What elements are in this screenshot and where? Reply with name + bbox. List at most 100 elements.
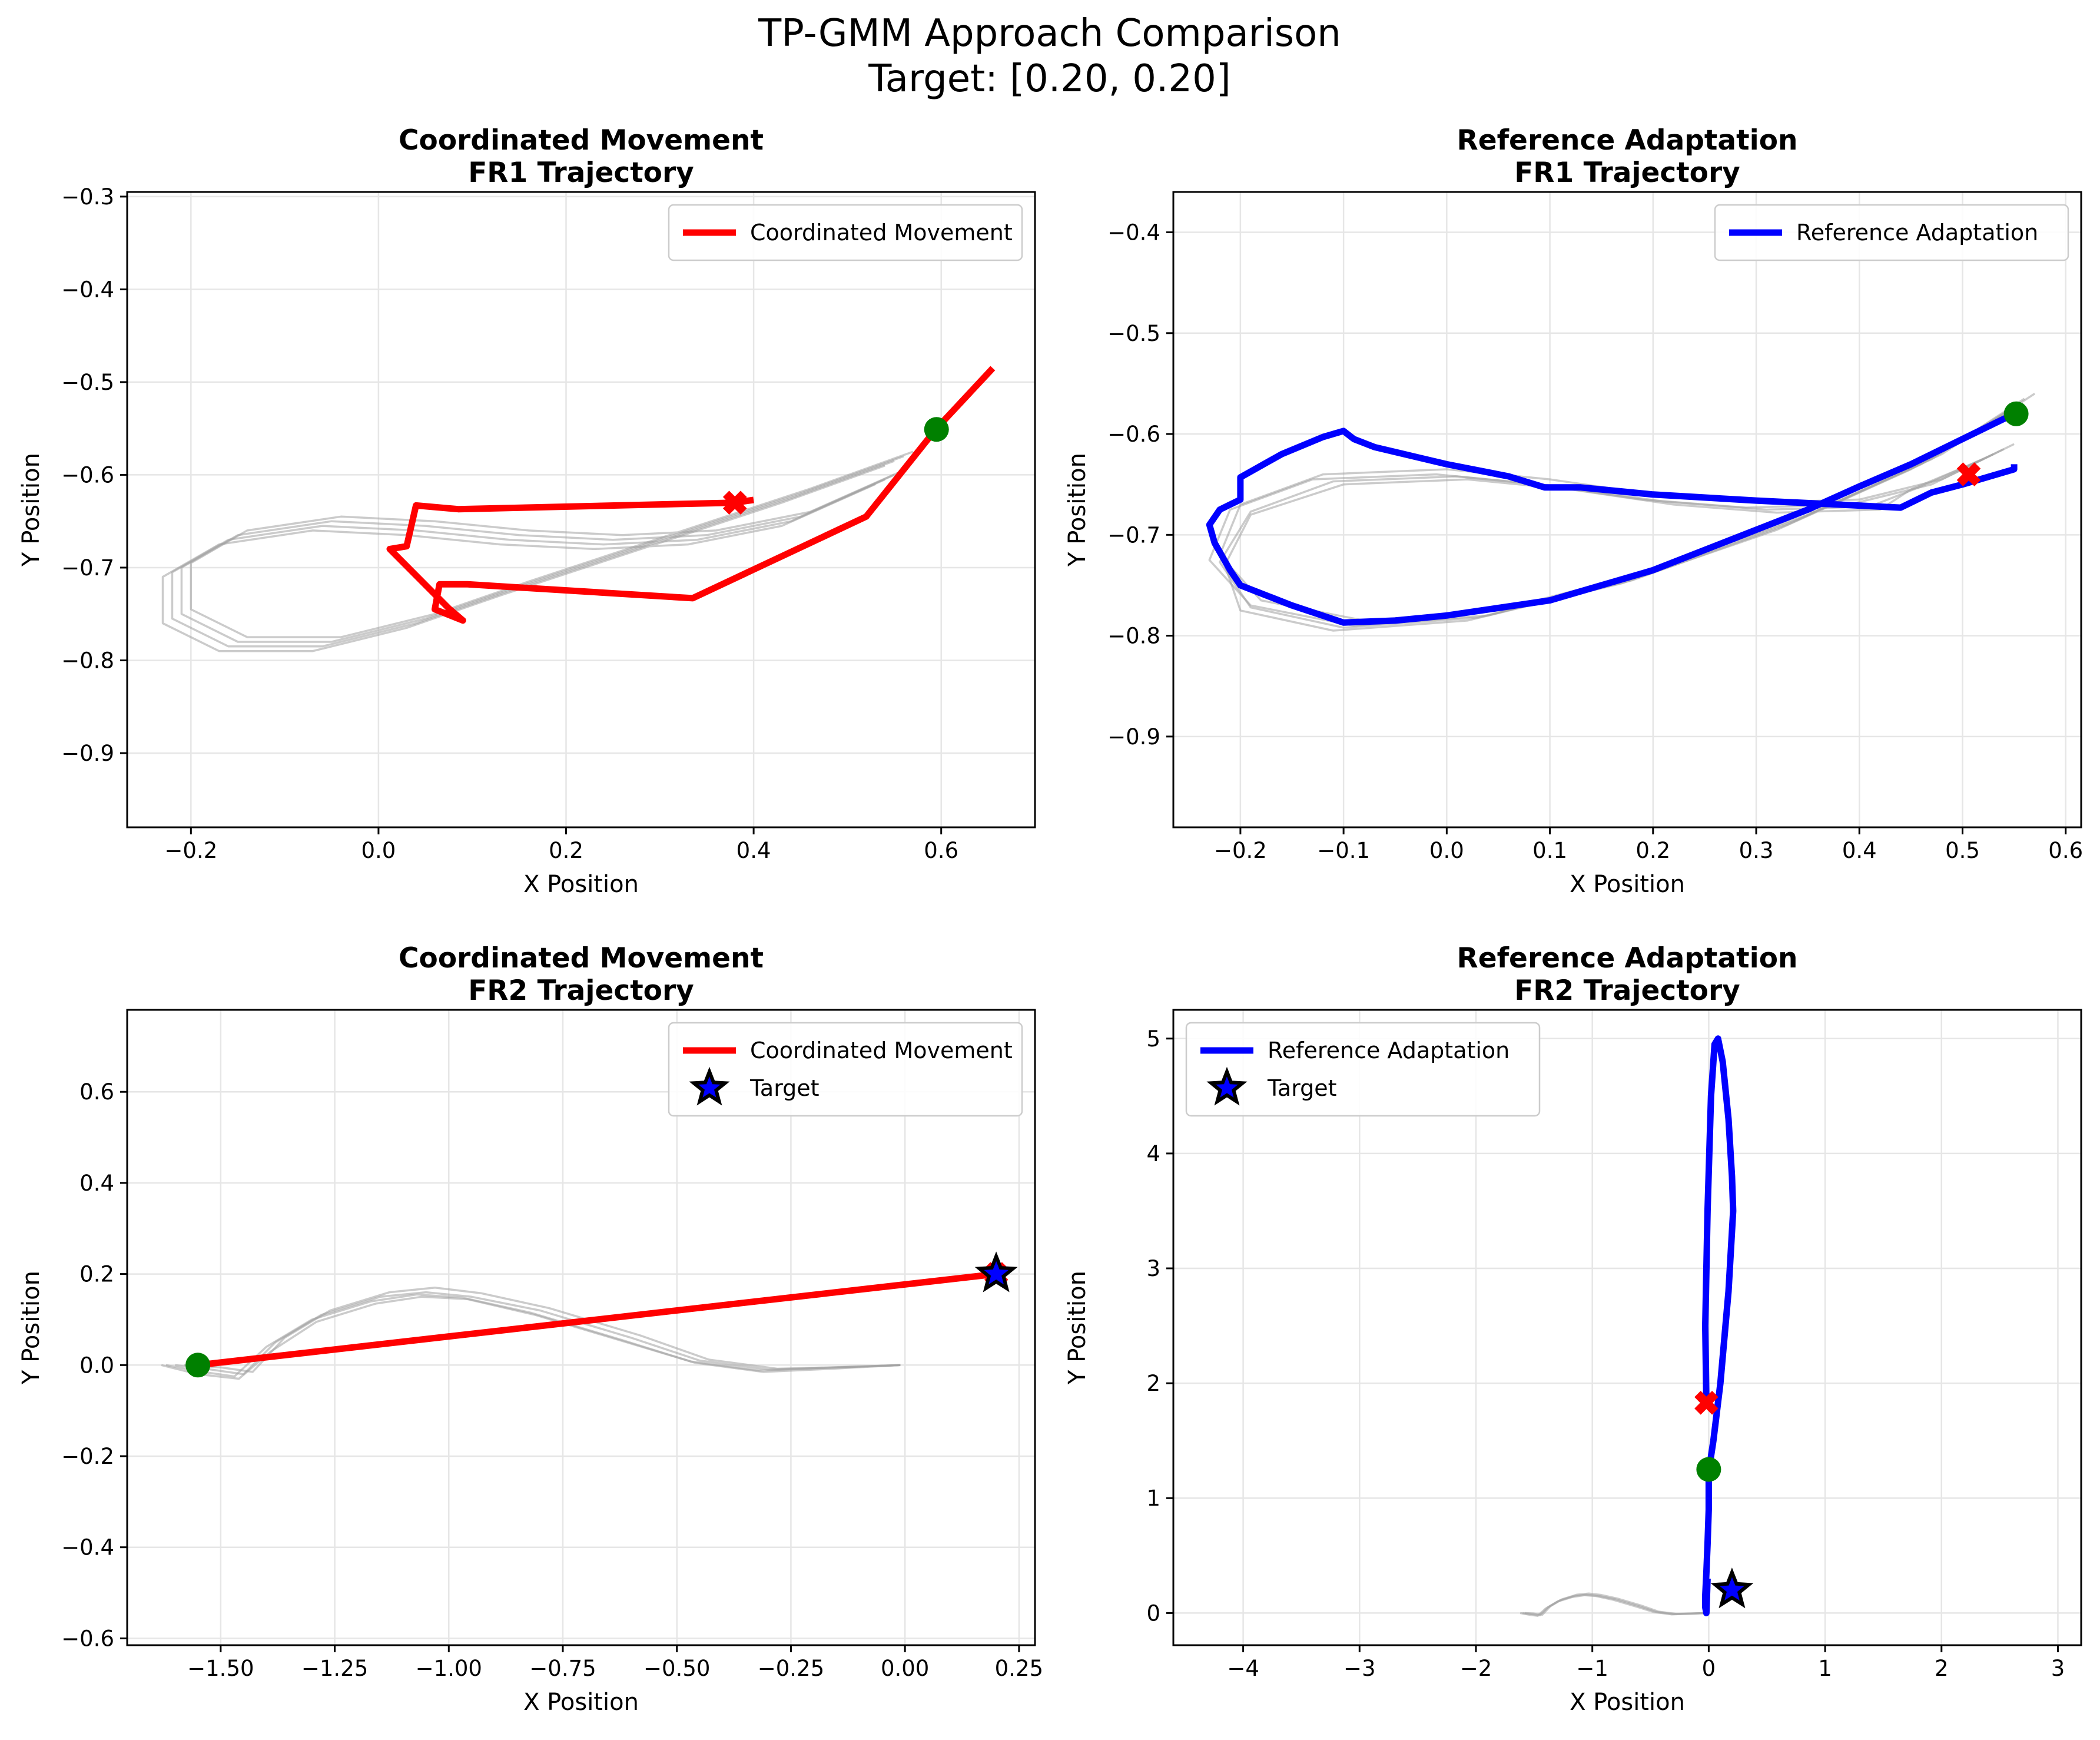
demo-trajectory [1524,1592,1708,1616]
legend-box [1714,204,2069,261]
ticks: −4 −3 −2 −1 0 1 2 3 0 1 2 3 4 5 [1146,1026,2065,1681]
x-tick-label: −0.2 [1214,838,1267,863]
legend-label: Reference Adaptation [1796,220,2038,246]
x-axis-label: X Position [1570,1689,1685,1716]
x-tick-label: 0.1 [1532,838,1567,863]
end-marker [1956,462,1981,486]
y-tick-label: −0.5 [1107,321,1160,346]
x-tick-label: 0.0 [1429,838,1464,863]
axes-frame [1172,191,2082,828]
legend-box [668,204,1023,261]
figure-title-line1: TP-GMM Approach Comparison [758,12,1341,55]
ticks: −1.50 −1.25 −1.00 −0.75 −0.50 −0.25 0.00 0.25 −0… [61,1079,1043,1681]
end-marker-stroke-b [1956,462,1981,486]
x-tick-label: 0 [1702,1656,1716,1681]
y-tick-label: −0.6 [61,1626,114,1651]
legend-label: Coordinated Movement [750,1038,1013,1063]
start-marker [2003,401,2029,426]
y-tick-label: 0.0 [79,1353,114,1378]
end-marker-stroke-b [722,490,747,515]
legend: Reference Adaptation Target [1185,1022,1541,1117]
demo-trajectory [161,465,885,652]
x-tick-label: 0.3 [1739,838,1774,863]
axes-frame [126,1009,1036,1646]
x-tick-label: −1.50 [187,1656,254,1681]
demo-trajectory [161,1295,901,1380]
legend-label: Target [1267,1075,1337,1101]
legend-box [668,1022,1023,1117]
demo-trajectory [175,1291,901,1376]
plot-area [1206,393,2036,632]
y-tick-label: 3 [1146,1256,1160,1281]
legend-label: Coordinated Movement [750,220,1013,246]
legend-label: Target [749,1075,820,1101]
x-tick-label: −0.75 [529,1656,596,1681]
y-tick-label: −0.7 [61,555,114,581]
panel-title-line2: FR2 Trajectory [1514,975,1740,1007]
x-tick-label: 0.2 [1635,838,1670,863]
y-tick-label: −0.8 [1107,624,1160,649]
y-tick-label: −0.4 [61,277,114,302]
legend-label: Reference Adaptation [1268,1038,1510,1063]
x-tick-label: 0.2 [549,838,583,863]
y-axis-label: Y Position [18,453,45,567]
figure-title-line2: Target: [0.20, 0.20] [868,57,1231,101]
legend: Coordinated Movement [668,204,1023,261]
x-tick-label: 0.4 [1842,838,1877,863]
x-tick-label: 0.5 [1945,838,1980,863]
x-tick-label: −2 [1460,1656,1492,1681]
y-tick-label: −0.4 [61,1535,114,1560]
legend-star-swatch [689,1066,730,1106]
legend-star-swatch [1206,1066,1248,1106]
x-tick-label: 3 [2051,1656,2065,1681]
x-tick-label: −1.00 [416,1656,482,1681]
start-marker [924,417,949,442]
target-star-marker [974,1251,1018,1292]
series-line [1702,1035,1737,1616]
series-line [197,1271,997,1368]
y-tick-label: −0.5 [61,370,114,395]
panel-title-line1: Coordinated Movement [399,124,764,157]
x-tick-label: 0.0 [361,838,396,863]
panel-title-line1: Reference Adaptation [1457,124,1798,157]
x-tick-label: 0.6 [924,838,958,863]
x-tick-label: 0.6 [2048,838,2083,863]
y-tick-label: 0.6 [79,1079,114,1105]
y-tick-label: −0.6 [61,462,114,488]
x-tick-label: −0.50 [643,1656,710,1681]
x-tick-label: 0.4 [737,838,771,863]
y-tick-label: 4 [1146,1141,1160,1166]
x-axis-label: X Position [523,871,639,898]
axes-frame [126,191,1036,828]
y-tick-label: −0.4 [1107,220,1160,246]
y-tick-label: 2 [1146,1371,1160,1396]
y-tick-label: −0.3 [61,184,114,210]
y-tick-label: 1 [1146,1486,1160,1511]
x-axis-label: X Position [523,1689,639,1716]
series-line [1206,410,2018,626]
target-star-marker [1710,1567,1754,1609]
y-tick-label: −0.8 [61,648,114,673]
axes-frame [1172,1009,2082,1646]
x-tick-label: −0.2 [164,838,217,863]
x-tick-label: −4 [1227,1656,1259,1681]
start-marker [1696,1457,1721,1482]
ticks: −0.2 −0.1 0.0 0.1 0.2 0.3 0.4 0.5 0.6 −0.9 −0.8 −0.… [1107,220,2083,863]
panel-title-line1: Coordinated Movement [399,942,764,975]
y-tick-label: −0.9 [1107,724,1160,750]
panel-title-line2: FR2 Trajectory [468,975,694,1007]
y-tick-label: 5 [1146,1026,1160,1052]
y-tick-label: −0.2 [61,1444,114,1469]
legend: Coordinated Movement Target [668,1022,1023,1117]
series-line [386,366,996,624]
plot-area [1520,1035,1737,1617]
panel-title-line1: Reference Adaptation [1457,942,1798,975]
x-tick-label: −1.25 [301,1656,368,1681]
x-tick-label: 0.25 [995,1656,1043,1681]
end-marker-stroke-b [1694,1390,1719,1415]
